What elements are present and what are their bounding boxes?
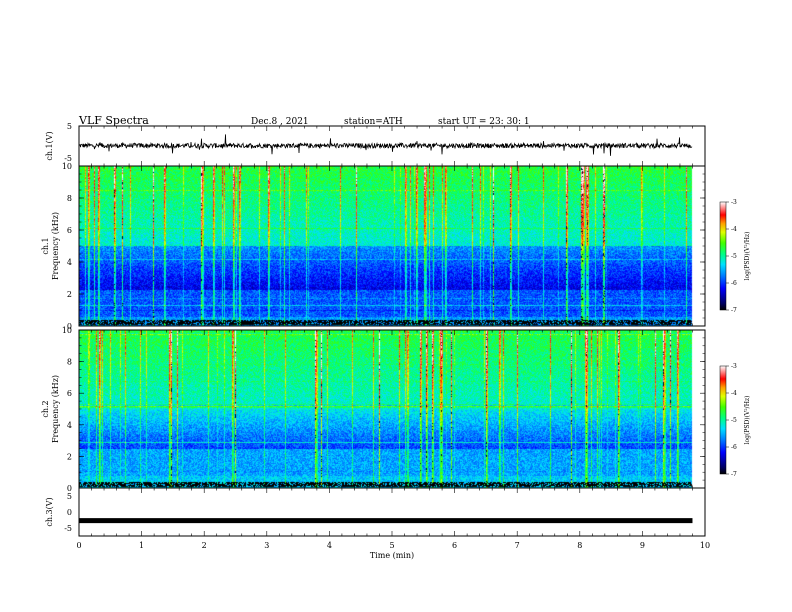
ch1-spectrogram-image [79, 166, 705, 326]
frequency-tick-label: 2 [67, 290, 72, 299]
ch3-ytick-mid: 0 [67, 508, 72, 517]
time-tick-label: 7 [515, 541, 520, 550]
ch3-ytick-top: 5 [67, 492, 72, 501]
date-label: Dec.8 , 2021 [251, 117, 309, 127]
ch2-spectrogram-image [79, 330, 705, 488]
ch1-colorbar [719, 201, 727, 311]
time-tick-label: 6 [452, 541, 457, 550]
colorbar-tick-label: -4 [731, 226, 737, 233]
frequency-tick-label: 6 [67, 226, 72, 235]
colorbar-tick-label: -5 [731, 417, 737, 424]
ch1-spectrogram-panel: 0 2 4 6 8 10 ch.1 Frequency (kHz) -3 -4 -5 -6 -7 [41, 162, 751, 331]
time-tick-label: 4 [327, 541, 332, 550]
frequency-tick-label: 2 [67, 452, 72, 461]
frequency-tick-label: 10 [62, 162, 72, 171]
ch2-spectrogram-ylabel: Frequency (kHz) [51, 375, 60, 443]
ch3-xticks [78, 488, 706, 536]
time-tick-label: 9 [640, 541, 645, 550]
colorbar-tick-label: -5 [731, 253, 737, 260]
frequency-tick-label: 8 [67, 358, 72, 367]
ch3-ytick-bottom: -5 [64, 524, 72, 533]
colorbar-tick-label: -7 [731, 307, 737, 314]
colorbar-tick-label: -3 [731, 363, 737, 370]
time-tick-label: 8 [577, 541, 582, 550]
time-axis-label: Time (min) [370, 551, 414, 560]
time-tick-label: 10 [700, 541, 710, 550]
ch3-ylabel: ch.3(V) [45, 497, 54, 526]
colorbar-tick-label: -4 [731, 390, 737, 397]
ch2-colorbar [719, 365, 727, 475]
ch1-spectrogram-yticks: 0 2 4 6 8 10 [62, 162, 705, 331]
ch2-colorbar-label: log(PSD)(V²/Hz) [744, 396, 751, 445]
frequency-tick-label: 4 [67, 421, 72, 430]
time-tick-label: 5 [389, 541, 394, 550]
ch2-colorbar-ticks: -3 -4 -5 -6 -7 [726, 363, 737, 478]
ch1-spectrogram-ylabel: Frequency (kHz) [51, 212, 60, 280]
ch1-spectrogram-channel-label: ch.1 [41, 237, 50, 254]
ch3-waveform-panel: 5 0 -5 ch.3(V) [45, 487, 706, 537]
frequency-tick-label: 6 [67, 389, 72, 398]
ch1-waveform-line [78, 134, 693, 156]
station-label: station=ATH [344, 117, 403, 127]
ch1-ylabel: ch.1(V) [45, 131, 54, 160]
ch1-spectrogram-xticks [78, 166, 706, 326]
time-axis-tick-labels: 0 1 2 3 4 5 6 7 8 9 10 [76, 541, 710, 550]
colorbar-tick-label: -6 [731, 444, 737, 451]
ch1-colorbar-label: log(PSD)(V²/Hz) [744, 232, 751, 281]
time-tick-label: 2 [202, 541, 207, 550]
ch1-colorbar-ticks: -3 -4 -5 -6 -7 [726, 199, 737, 314]
start-ut-label: start UT = 23: 30: 1 [438, 117, 530, 127]
ch1-ytick-top: 5 [67, 122, 72, 131]
ch2-spectrogram-channel-label: ch.2 [41, 400, 50, 417]
frequency-tick-label: 0 [67, 322, 72, 331]
figure-title: VLF Spectra [78, 114, 149, 127]
frequency-tick-label: 8 [67, 194, 72, 203]
colorbar-tick-label: -6 [731, 280, 737, 287]
ch3-waveform-frame [78, 487, 706, 537]
time-tick-label: 1 [139, 541, 144, 550]
frequency-tick-label: 0 [67, 484, 72, 493]
ch1-ytick-bottom: -5 [64, 154, 72, 163]
ch1-waveform-panel: 5 -5 ch.1(V) [45, 122, 706, 167]
frequency-tick-label: 10 [62, 326, 72, 335]
colorbar-tick-label: -3 [731, 199, 737, 206]
ch2-spectrogram-yticks: 0 2 4 6 8 10 [62, 326, 705, 493]
colorbar-tick-label: -7 [731, 471, 737, 478]
time-tick-label: 3 [264, 541, 269, 550]
time-tick-label: 0 [76, 541, 81, 550]
frequency-tick-label: 4 [67, 258, 72, 267]
